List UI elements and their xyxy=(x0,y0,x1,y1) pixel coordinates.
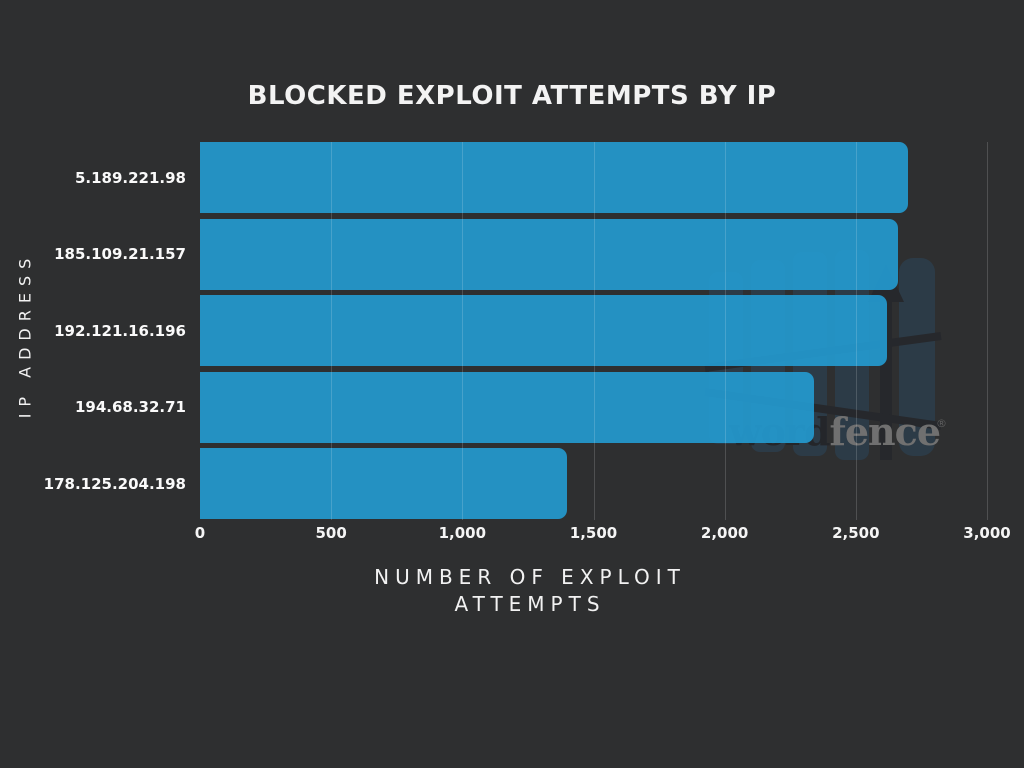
gridline xyxy=(855,142,857,520)
gridline xyxy=(462,142,464,520)
bar xyxy=(200,142,909,213)
registered-trademark-mark: ® xyxy=(936,417,947,430)
category-label: 185.109.21.157 xyxy=(54,245,186,263)
gridline xyxy=(987,142,988,520)
x-tick-label: 3,000 xyxy=(963,524,1011,542)
watermark-fence: fence xyxy=(829,409,941,454)
gridline xyxy=(331,142,333,520)
category-label: 178.125.204.198 xyxy=(43,474,186,493)
gridline xyxy=(593,142,595,520)
bar xyxy=(200,295,888,366)
x-tick-label: 500 xyxy=(315,524,347,542)
bar xyxy=(200,371,814,443)
bar xyxy=(200,448,568,519)
x-tick-label: 2,000 xyxy=(700,524,749,542)
bar xyxy=(200,218,898,290)
category-label: 194.68.32.71 xyxy=(74,398,186,416)
gridline xyxy=(724,142,726,520)
x-tick-label: 2,500 xyxy=(832,524,880,542)
chart-title: BLOCKED EXPLOIT ATTEMPTS BY IP xyxy=(247,81,777,111)
x-tick-label: 0 xyxy=(194,524,206,542)
x-axis-label-line-1: NUMBER OF EXPLOIT xyxy=(374,565,686,589)
x-tick-label: 1,500 xyxy=(569,524,618,542)
x-tick-label: 1,000 xyxy=(438,524,487,542)
category-label: 5.189.221.98 xyxy=(74,168,186,187)
x-axis-label-line-2: ATTEMPTS xyxy=(454,592,606,616)
category-label: 192.121.16.196 xyxy=(54,321,186,340)
